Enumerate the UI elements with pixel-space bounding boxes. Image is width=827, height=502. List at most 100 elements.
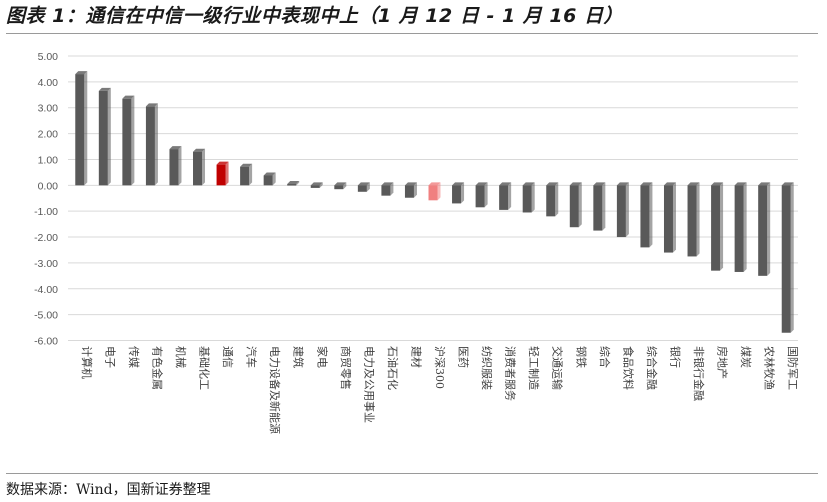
x-category-label: 机械 [174, 346, 188, 368]
bar-front [263, 175, 273, 186]
bar-side [767, 182, 771, 276]
bar-top [663, 182, 676, 186]
x-category-label: 电子 [103, 346, 116, 368]
bar-top [499, 182, 512, 186]
bar [593, 182, 606, 231]
bar-side [531, 182, 535, 213]
bar [758, 182, 771, 276]
x-category-label: 通信 [221, 346, 234, 368]
bar-side [366, 182, 370, 192]
bar-front [287, 184, 297, 186]
bar [145, 103, 158, 186]
bar-front [334, 185, 344, 190]
bar-top [216, 161, 229, 165]
x-category-label: 纺织服装 [480, 346, 494, 390]
bar-front [640, 185, 650, 248]
bar [499, 182, 512, 210]
bar [310, 182, 323, 188]
bar-top [75, 71, 88, 75]
bar [334, 182, 347, 190]
x-category-label: 汽车 [245, 346, 259, 368]
y-tick-label: 3.00 [38, 103, 59, 115]
bar-front [381, 185, 391, 196]
y-tick-label: 1.00 [38, 154, 59, 166]
y-tick-label: 5.00 [38, 51, 59, 63]
bar [381, 182, 394, 196]
bar-top [287, 181, 300, 185]
x-category-label: 传媒 [127, 346, 140, 368]
bar-top [263, 172, 276, 176]
bar-top [546, 182, 559, 186]
y-tick-label: -2.00 [34, 232, 58, 244]
bar-top [428, 182, 441, 186]
x-category-label: 有色金属 [150, 346, 164, 390]
bar-chart: 5.00 4.00 3.00 2.00 1.00 0.00 -1.00 -2.00 -3.00 -… [34, 51, 800, 434]
x-category-label: 非银行金融 [692, 346, 706, 401]
bar-front [428, 185, 438, 201]
x-category-label: 国防军工 [786, 346, 800, 390]
bar [687, 182, 700, 257]
bar-side [296, 181, 300, 186]
bar-side [272, 172, 276, 186]
bar-top [193, 148, 206, 152]
bar-front [452, 185, 462, 204]
bar-top [593, 182, 606, 186]
bar [357, 182, 370, 192]
x-category-label: 电力设备及新能源 [268, 346, 282, 434]
bar-front [546, 185, 556, 217]
bar [216, 161, 229, 186]
bar-front [522, 185, 532, 213]
x-category-label: 商贸零售 [339, 346, 353, 390]
bar-front [663, 185, 673, 253]
x-category-label: 轻工制造 [527, 346, 541, 390]
bar-front [687, 185, 697, 257]
bar-top [758, 182, 771, 186]
bar-front [711, 185, 721, 271]
bar-top [616, 182, 629, 186]
bar-side [461, 182, 465, 204]
bar [616, 182, 629, 238]
y-tick-label: -6.00 [34, 336, 58, 348]
bar-front [216, 164, 226, 186]
bar-front [357, 185, 367, 192]
bar-top [240, 163, 253, 167]
bar-side [484, 182, 488, 208]
bar-top [357, 182, 370, 186]
bar-front [122, 98, 132, 186]
bar-side [578, 182, 582, 228]
x-category-label: 银行 [668, 346, 682, 368]
bar [781, 182, 794, 333]
bar [75, 71, 88, 186]
bar [475, 182, 488, 208]
bar-front [310, 185, 320, 188]
bar-front [569, 185, 579, 228]
bar-side [413, 182, 417, 198]
bar-side [131, 95, 135, 186]
bar-front [404, 185, 414, 198]
y-tick-label: 4.00 [38, 77, 59, 89]
y-tick-label: 0.00 [38, 180, 59, 192]
bar-side [649, 182, 653, 248]
x-category-label: 电力及公用事业 [362, 346, 375, 423]
x-category-label: 计算机 [80, 346, 94, 379]
x-category-label: 石油石化 [386, 346, 400, 390]
bar-front [475, 185, 485, 208]
bar-top [452, 182, 465, 186]
bar-side [508, 182, 512, 210]
x-category-label: 农林牧渔 [763, 346, 777, 390]
bar [193, 148, 206, 186]
x-category-label: 消费者服务 [504, 346, 518, 401]
bar-side [343, 182, 347, 190]
title-divider [6, 33, 818, 34]
bar-top [711, 182, 724, 186]
x-category-label: 家电 [315, 346, 329, 368]
bar-front [145, 106, 155, 186]
figure-title: 图表 1：通信在中信一级行业中表现中上（1 月 12 日 - 1 月 16 日） [6, 5, 623, 27]
bar-top [169, 146, 182, 150]
y-tick-label: -1.00 [34, 206, 58, 218]
bar-side [319, 182, 323, 188]
x-category-label: 钢铁 [574, 346, 587, 368]
bar-top [569, 182, 582, 186]
bar-top [122, 95, 135, 99]
bar-top [475, 182, 488, 186]
